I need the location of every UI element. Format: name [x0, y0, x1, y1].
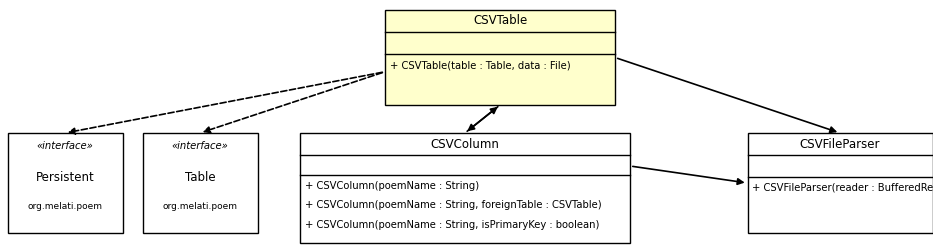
Text: + CSVColumn(poemName : String, isPrimaryKey : boolean): + CSVColumn(poemName : String, isPrimary… [305, 220, 599, 230]
Bar [747, 133, 932, 233]
Text: + CSVTable(table : Table, data : File): + CSVTable(table : Table, data : File) [390, 60, 571, 70]
Text: CSVFileParser: CSVFileParser [800, 137, 880, 151]
Text: Table: Table [185, 171, 216, 184]
Text: org.melati.poem: org.melati.poem [27, 202, 103, 211]
Text: CSVTable: CSVTable [473, 14, 527, 28]
Bar [7, 133, 122, 233]
Text: org.melati.poem: org.melati.poem [162, 202, 238, 211]
Text: Persistent: Persistent [35, 171, 94, 184]
Text: CSVColumn: CSVColumn [430, 137, 499, 151]
Bar [385, 10, 615, 105]
Text: + CSVFileParser(reader : BufferedReader): + CSVFileParser(reader : BufferedReader) [753, 183, 933, 193]
Text: «interface»: «interface» [172, 141, 229, 151]
Text: + CSVColumn(poemName : String): + CSVColumn(poemName : String) [305, 181, 480, 191]
Bar [143, 133, 258, 233]
Text: «interface»: «interface» [36, 141, 93, 151]
Text: + CSVColumn(poemName : String, foreignTable : CSVTable): + CSVColumn(poemName : String, foreignTa… [305, 200, 602, 211]
Bar [300, 133, 630, 243]
